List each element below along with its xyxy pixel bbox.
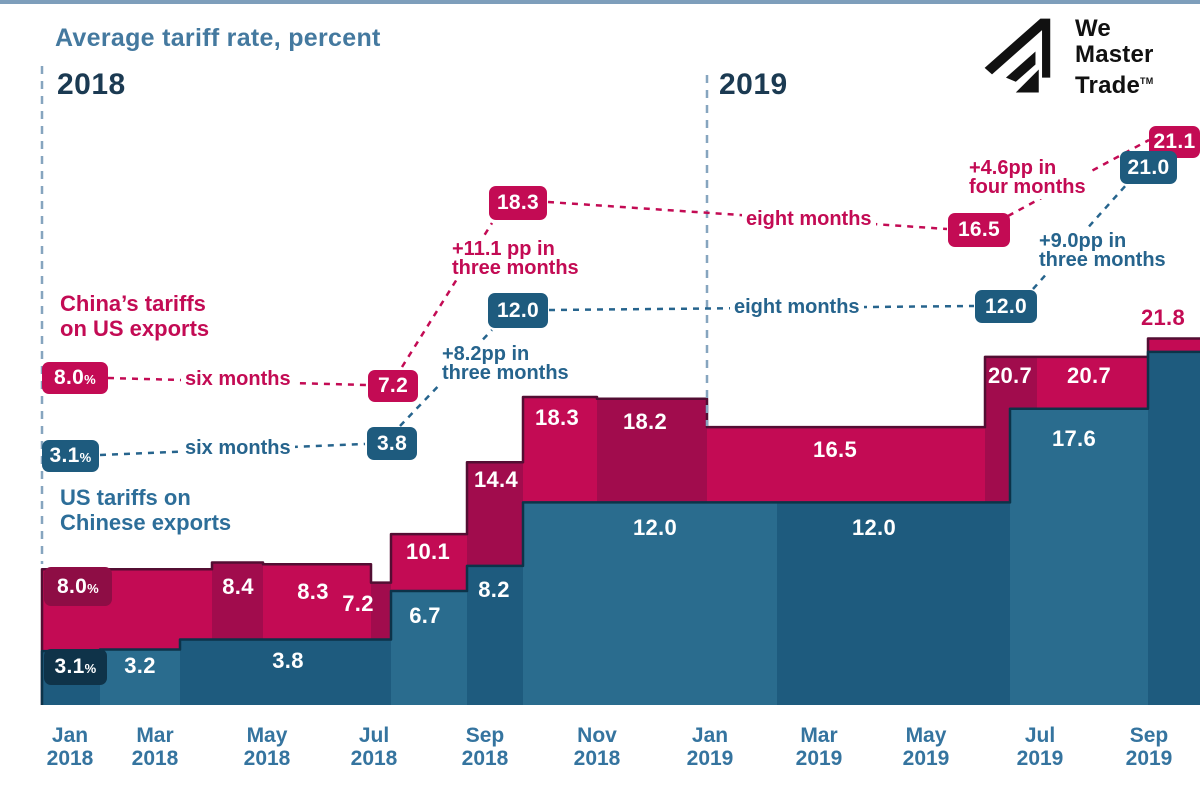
axis-tick-Sep-2018: Sep 2018 (461, 724, 509, 770)
area-value-label-8.4: 8.4 (222, 574, 254, 599)
axis-tick-May-2019: May 2019 (902, 724, 950, 770)
us-segment-6.7 (391, 590, 467, 705)
area-value-label-21.8: 21.8 (1140, 305, 1186, 330)
series-label-us: US tariffs on Chinese exports (60, 485, 232, 535)
callout-chip-12.0: 12.0 (975, 290, 1037, 323)
callout-chip-3.1%: 3.1% (42, 440, 99, 472)
area-start-chip-8.0%: 8.0% (44, 567, 112, 606)
axis-tick-Sep-2019: Sep 2019 (1125, 724, 1173, 770)
dashed-connector-1 (400, 222, 494, 368)
axis-tick-May-2018: May 2018 (243, 724, 291, 770)
china-step-outline (40, 337, 1200, 705)
area-value-label-10.1: 10.1 (405, 539, 451, 564)
area-value-label-8.3: 8.3 (297, 579, 329, 604)
top-accent-border (0, 0, 1200, 4)
axis-tick-Jul-2018: Jul 2018 (350, 724, 398, 770)
area-value-label-3.2: 3.2 (124, 653, 156, 678)
axis-tick-Jan-2018: Jan 2018 (46, 724, 94, 770)
axis-tick-Mar-2019: Mar 2019 (795, 724, 843, 770)
us-segment-12 (523, 502, 777, 705)
us-segment-8.2 (467, 565, 523, 705)
area-value-label-20.7: 20.7 (1066, 363, 1112, 388)
logo-line-2: Master (1075, 41, 1154, 68)
us-segment-3.2 (100, 649, 180, 705)
annotation-note: +11.1 pp in three months (448, 238, 583, 280)
area-value-label-8.2: 8.2 (478, 577, 510, 602)
area-value-label-14.4: 14.4 (473, 467, 519, 492)
area-value-label-3.8: 3.8 (272, 648, 304, 673)
percent-sign: % (79, 450, 92, 465)
area-value-label-18.2: 18.2 (622, 409, 668, 434)
axis-tick-Nov-2018: Nov 2018 (573, 724, 621, 770)
year-label-2018: 2018 (57, 68, 126, 101)
annotation-note: +9.0pp in three months (1035, 230, 1170, 272)
logo-line-3: TradeTM (1075, 72, 1154, 99)
us-segment-3.8 (180, 639, 391, 705)
year-label-2019: 2019 (719, 68, 788, 101)
callout-chip-12.0: 12.0 (488, 293, 548, 328)
percent-sign: % (84, 661, 97, 676)
annotation-note: eight months (730, 296, 864, 319)
callout-chip-21.0: 21.0 (1120, 151, 1177, 184)
annotation-note: six months (181, 437, 295, 460)
area-start-chip-3.1%: 3.1% (44, 649, 107, 685)
area-value-label-12.0: 12.0 (632, 515, 678, 540)
trademark-symbol: TM (1140, 76, 1154, 86)
series-label-china: China’s tariffs on US exports (60, 291, 210, 341)
annotation-note: six months (181, 368, 295, 391)
annotation-note: eight months (742, 208, 876, 231)
logo-wordmark: We Master TradeTM (1075, 16, 1154, 99)
axis-tick-Jul-2019: Jul 2019 (1016, 724, 1064, 770)
callout-chip-3.8: 3.8 (367, 427, 417, 460)
chart-title: Average tariff rate, percent (55, 24, 381, 52)
logo-arrow-icon (984, 18, 1051, 93)
annotation-note: +8.2pp in three months (438, 343, 573, 385)
axis-tick-Jan-2019: Jan 2019 (686, 724, 734, 770)
percent-sign: % (87, 580, 99, 596)
callout-chip-18.3: 18.3 (489, 186, 547, 220)
percent-sign: % (84, 372, 96, 387)
logo-line-1: We (1075, 15, 1111, 42)
we-master-trade-logo: We Master TradeTM (983, 16, 1154, 100)
us-segment-17.6 (1010, 408, 1148, 705)
area-value-label-17.6: 17.6 (1051, 426, 1097, 451)
us-segment-12 (777, 502, 1010, 705)
axis-tick-Mar-2018: Mar 2018 (131, 724, 179, 770)
area-value-label-16.5: 16.5 (812, 437, 858, 462)
callout-chip-8.0%: 8.0% (42, 362, 108, 394)
callout-chip-7.2: 7.2 (368, 370, 418, 402)
annotation-note: +4.6pp in four months (965, 157, 1090, 199)
us-segment-21 (1148, 351, 1200, 705)
area-value-label-6.7: 6.7 (409, 603, 441, 628)
callout-chip-16.5: 16.5 (948, 213, 1010, 247)
area-value-label-18.3: 18.3 (534, 405, 580, 430)
area-value-label-7.2: 7.2 (342, 591, 374, 616)
area-value-label-20.7: 20.7 (987, 363, 1033, 388)
area-value-label-12.0: 12.0 (851, 515, 897, 540)
